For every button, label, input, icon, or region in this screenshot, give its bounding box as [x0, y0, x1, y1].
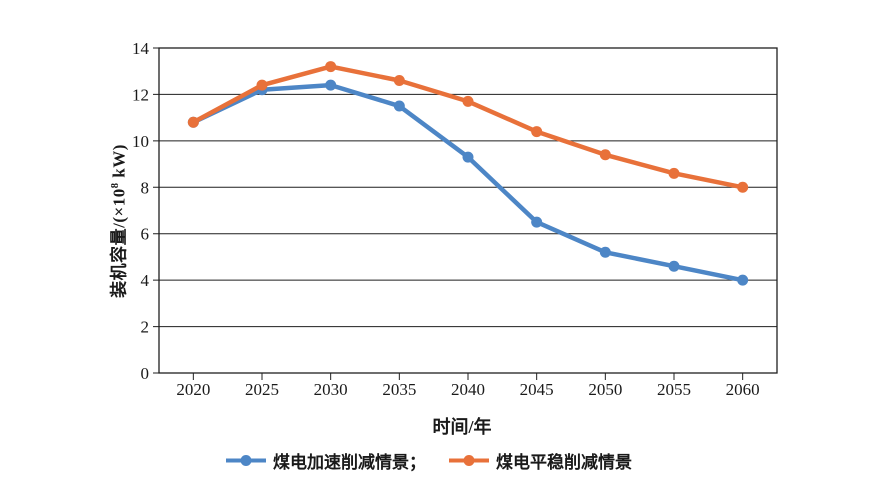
series-marker-0 [531, 216, 543, 228]
y-tick-label: 2 [141, 318, 150, 337]
y-tick-label: 0 [141, 364, 150, 383]
x-tick-label: 2035 [382, 380, 416, 399]
series-line-0 [191, 82, 745, 283]
y-axis-title-text: 装机容量/(×10 [109, 188, 129, 298]
x-tick-label: 2055 [657, 380, 691, 399]
x-tick-label: 2020 [176, 380, 210, 399]
series-marker-0 [668, 260, 680, 272]
legend-label-steady: 煤电平稳削减情景 [496, 453, 632, 472]
x-axis-title: 时间/年 [432, 417, 492, 437]
legend: 煤电加速削减情景； 煤电平稳削减情景 [0, 448, 857, 473]
x-tick-label: 2060 [726, 380, 760, 399]
series-marker-1 [325, 61, 337, 73]
series-marker-0 [599, 246, 611, 258]
series-marker-1 [256, 79, 268, 91]
x-tick-label: 2050 [588, 380, 622, 399]
legend-marker-steady-icon [449, 455, 489, 466]
series-marker-1 [668, 167, 680, 179]
x-tick-label: 2045 [520, 380, 554, 399]
series-marker-1 [599, 149, 611, 161]
y-tick-label: 12 [132, 85, 149, 104]
series-marker-0 [737, 274, 749, 286]
y-tick-label: 14 [132, 39, 150, 58]
legend-item-accelerated: 煤电加速削减情景； [225, 448, 426, 473]
legend-item-steady: 煤电平稳削减情景 [448, 448, 632, 473]
x-tick-label: 2030 [314, 380, 348, 399]
series-marker-0 [393, 100, 405, 112]
series-marker-1 [531, 126, 543, 138]
y-axis-title-unit: kW) [109, 144, 129, 183]
y-tick-label: 6 [141, 225, 150, 244]
series-marker-1 [462, 95, 474, 107]
series-marker-1 [737, 181, 749, 193]
y-tick-label: 8 [141, 178, 150, 197]
y-tick-label: 4 [141, 271, 150, 290]
x-tick-label: 2025 [245, 380, 279, 399]
legend-marker-accelerated-icon [226, 455, 266, 466]
y-tick-label: 10 [132, 132, 149, 151]
series-marker-1 [187, 116, 199, 128]
series-marker-1 [393, 75, 405, 86]
y-axis-title: 装机容量/(×108 kW) [105, 144, 130, 298]
legend-label-accelerated: 煤电加速削减情景； [273, 453, 426, 472]
x-tick-label: 2040 [451, 380, 485, 399]
series-marker-0 [462, 151, 474, 163]
series-line-1 [191, 64, 745, 190]
series-marker-0 [325, 79, 337, 91]
y-axis-title-superscript: 8 [109, 182, 121, 189]
